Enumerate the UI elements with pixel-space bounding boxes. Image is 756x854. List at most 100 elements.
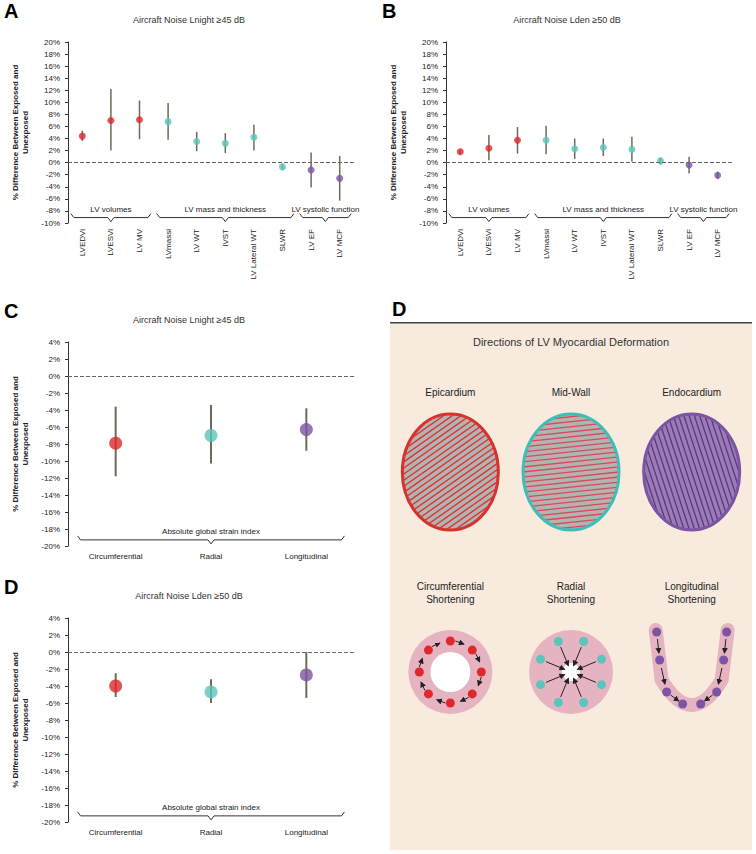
- svg-text:-14%: -14%: [41, 767, 60, 776]
- svg-text:Longitudinal: Longitudinal: [285, 828, 328, 837]
- svg-text:0%: 0%: [426, 158, 438, 167]
- svg-text:-4%: -4%: [46, 182, 60, 191]
- svg-text:SLWR: SLWR: [278, 229, 287, 252]
- svg-text:% Difference Between Exposed a: % Difference Between Exposed and: [11, 65, 20, 201]
- svg-text:Aircraft Noise Lnight ≥45 dB: Aircraft Noise Lnight ≥45 dB: [133, 315, 245, 325]
- svg-text:Circumferential: Circumferential: [417, 581, 484, 592]
- svg-text:-14%: -14%: [41, 491, 60, 500]
- svg-text:-2%: -2%: [46, 389, 60, 398]
- svg-text:LV WT: LV WT: [570, 229, 579, 253]
- svg-text:Unexposed: Unexposed: [21, 111, 30, 154]
- svg-text:Unexposed: Unexposed: [21, 422, 30, 465]
- svg-text:-20%: -20%: [41, 542, 60, 551]
- svg-text:-6%: -6%: [46, 194, 60, 203]
- svg-text:LV MV: LV MV: [135, 228, 144, 252]
- svg-text:-8%: -8%: [46, 440, 60, 449]
- svg-text:-2%: -2%: [424, 170, 438, 179]
- svg-text:-16%: -16%: [41, 508, 60, 517]
- svg-text:14%: 14%: [422, 74, 438, 83]
- svg-text:LVESVi: LVESVi: [484, 229, 493, 256]
- svg-text:16%: 16%: [44, 62, 60, 71]
- svg-text:-10%: -10%: [41, 457, 60, 466]
- svg-text:-6%: -6%: [46, 423, 60, 432]
- svg-text:LV MV: LV MV: [513, 228, 522, 252]
- svg-text:10%: 10%: [44, 98, 60, 107]
- svg-text:LVEDVi: LVEDVi: [78, 229, 87, 256]
- svg-text:Radial: Radial: [200, 552, 223, 561]
- svg-text:-8%: -8%: [424, 206, 438, 215]
- svg-text:2%: 2%: [48, 146, 60, 155]
- svg-text:LVESVi: LVESVi: [106, 229, 115, 256]
- svg-text:-12%: -12%: [41, 474, 60, 483]
- svg-text:Unexposed: Unexposed: [399, 111, 408, 154]
- svg-text:Longitudinal: Longitudinal: [665, 581, 719, 592]
- svg-text:LV volumes: LV volumes: [90, 205, 131, 214]
- svg-text:20%: 20%: [44, 38, 60, 47]
- svg-text:SLWR: SLWR: [656, 229, 665, 252]
- svg-text:6%: 6%: [48, 122, 60, 131]
- svg-text:LV mass and thickness: LV mass and thickness: [562, 205, 644, 214]
- svg-text:0%: 0%: [48, 372, 60, 381]
- svg-text:-6%: -6%: [424, 194, 438, 203]
- svg-text:-18%: -18%: [41, 801, 60, 810]
- svg-text:4%: 4%: [48, 338, 60, 347]
- svg-text:-18%: -18%: [41, 525, 60, 534]
- svg-text:Epicardium: Epicardium: [425, 387, 475, 398]
- svg-text:18%: 18%: [44, 50, 60, 59]
- svg-text:-8%: -8%: [46, 206, 60, 215]
- svg-text:-10%: -10%: [41, 733, 60, 742]
- svg-text:IVST: IVST: [599, 229, 608, 247]
- svg-text:LV EF: LV EF: [685, 229, 694, 251]
- svg-text:-4%: -4%: [46, 682, 60, 691]
- svg-text:4%: 4%: [48, 614, 60, 623]
- svg-text:Longitudinal: Longitudinal: [285, 552, 328, 561]
- svg-text:-2%: -2%: [46, 170, 60, 179]
- svg-text:10%: 10%: [422, 98, 438, 107]
- svg-text:Directions of LV Myocardial De: Directions of LV Myocardial Deformation: [473, 336, 669, 348]
- svg-text:-20%: -20%: [41, 818, 60, 827]
- svg-text:LV mass and thickness: LV mass and thickness: [184, 205, 266, 214]
- svg-text:LV EF: LV EF: [307, 229, 316, 251]
- svg-text:2%: 2%: [48, 631, 60, 640]
- svg-text:2%: 2%: [426, 146, 438, 155]
- svg-text:LV MCF: LV MCF: [713, 229, 722, 258]
- svg-text:16%: 16%: [422, 62, 438, 71]
- svg-text:-4%: -4%: [424, 182, 438, 191]
- svg-text:-4%: -4%: [46, 406, 60, 415]
- svg-text:LV WT: LV WT: [192, 229, 201, 253]
- svg-text:18%: 18%: [422, 50, 438, 59]
- svg-text:% Difference Between Exposed a: % Difference Between Exposed and: [11, 652, 20, 788]
- svg-text:-16%: -16%: [41, 784, 60, 793]
- svg-text:LVEDVi: LVEDVi: [456, 229, 465, 256]
- svg-text:8%: 8%: [48, 110, 60, 119]
- svg-text:Aircraft Noise Lden ≥50 dB: Aircraft Noise Lden ≥50 dB: [135, 591, 243, 601]
- svg-text:-10%: -10%: [41, 219, 60, 228]
- svg-text:2%: 2%: [48, 355, 60, 364]
- svg-text:Absolute global strain index: Absolute global strain index: [162, 527, 260, 536]
- svg-text:Radial: Radial: [200, 828, 223, 837]
- svg-text:12%: 12%: [422, 86, 438, 95]
- svg-text:% Difference Between Exposed a: % Difference Between Exposed and: [11, 376, 20, 512]
- svg-text:LVmassi: LVmassi: [542, 229, 551, 259]
- svg-text:-2%: -2%: [46, 665, 60, 674]
- svg-text:Aircraft Noise Lnight ≥45 dB: Aircraft Noise Lnight ≥45 dB: [133, 15, 245, 25]
- svg-text:0%: 0%: [48, 648, 60, 657]
- svg-text:Shortening: Shortening: [547, 594, 595, 605]
- svg-text:LV systolic function: LV systolic function: [669, 205, 737, 214]
- svg-text:Shortening: Shortening: [667, 594, 715, 605]
- svg-text:12%: 12%: [44, 86, 60, 95]
- svg-text:Aircraft Noise Lden ≥50 dB: Aircraft Noise Lden ≥50 dB: [513, 15, 621, 25]
- svg-text:4%: 4%: [426, 134, 438, 143]
- svg-text:4%: 4%: [48, 134, 60, 143]
- svg-text:Radial: Radial: [557, 581, 585, 592]
- svg-text:LV Lateral WT: LV Lateral WT: [249, 229, 258, 280]
- svg-text:14%: 14%: [44, 74, 60, 83]
- svg-text:6%: 6%: [426, 122, 438, 131]
- svg-text:% Difference Between Exposed a: % Difference Between Exposed and: [389, 65, 398, 201]
- svg-text:LVmassi: LVmassi: [164, 229, 173, 259]
- svg-text:LV volumes: LV volumes: [468, 205, 509, 214]
- svg-text:LV Lateral WT: LV Lateral WT: [627, 229, 636, 280]
- svg-text:-8%: -8%: [46, 716, 60, 725]
- svg-text:-10%: -10%: [419, 219, 438, 228]
- svg-text:-6%: -6%: [46, 699, 60, 708]
